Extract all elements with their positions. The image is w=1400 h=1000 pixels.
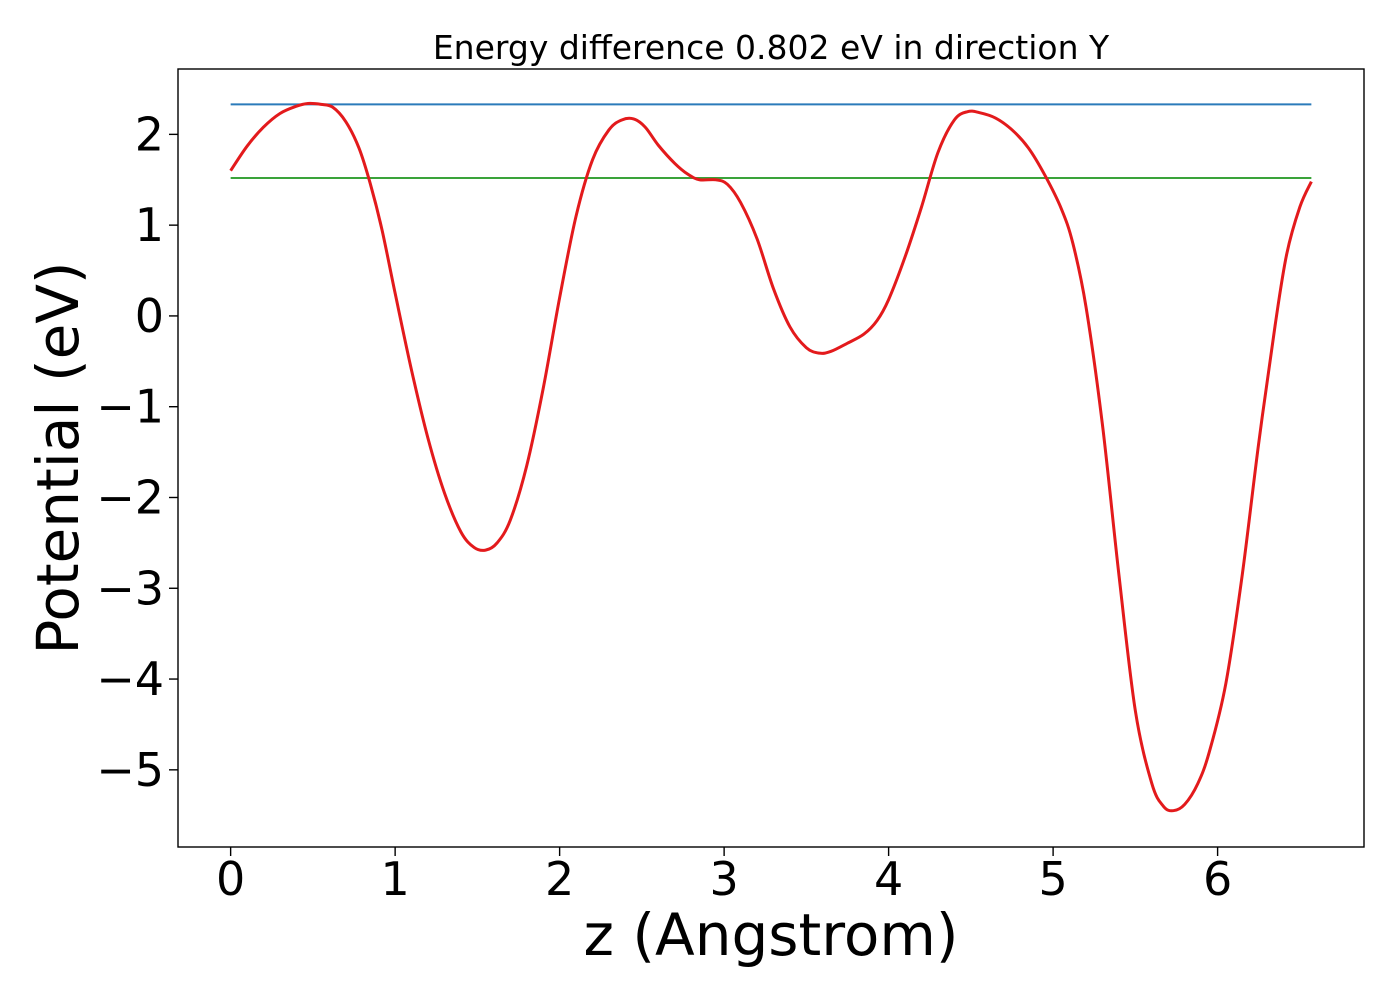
potential-curve — [229, 101, 1313, 813]
x-axis: 0 1 2 3 4 5 6 — [216, 847, 1232, 906]
series-layer — [229, 101, 1313, 813]
plot-area — [177, 68, 1365, 848]
y-tick-label: −4 — [96, 652, 164, 706]
x-tick-label: 6 — [1203, 852, 1232, 906]
chart-title: Energy difference 0.802 eV in direction … — [433, 28, 1110, 67]
y-tick-label: −2 — [96, 470, 164, 524]
x-tick-label: 5 — [1038, 852, 1067, 906]
x-tick-label: 0 — [216, 852, 245, 906]
x-tick-label: 4 — [874, 852, 903, 906]
y-tick-label: 2 — [135, 107, 164, 161]
x-tick-label: 1 — [380, 852, 409, 906]
x-axis-label: z (Angstrom) — [584, 901, 959, 969]
y-tick-label: −5 — [96, 743, 164, 797]
y-tick-label: 0 — [135, 289, 164, 343]
x-tick-label: 2 — [545, 852, 574, 906]
y-axis-label: Potential (eV) — [24, 261, 92, 654]
y-tick-label: −3 — [96, 561, 164, 615]
y-axis: 2 1 0 −1 −2 −3 −4 −5 — [96, 107, 178, 797]
x-tick-label: 3 — [709, 852, 738, 906]
y-tick-label: −1 — [96, 380, 164, 434]
y-tick-label: 1 — [135, 198, 164, 252]
